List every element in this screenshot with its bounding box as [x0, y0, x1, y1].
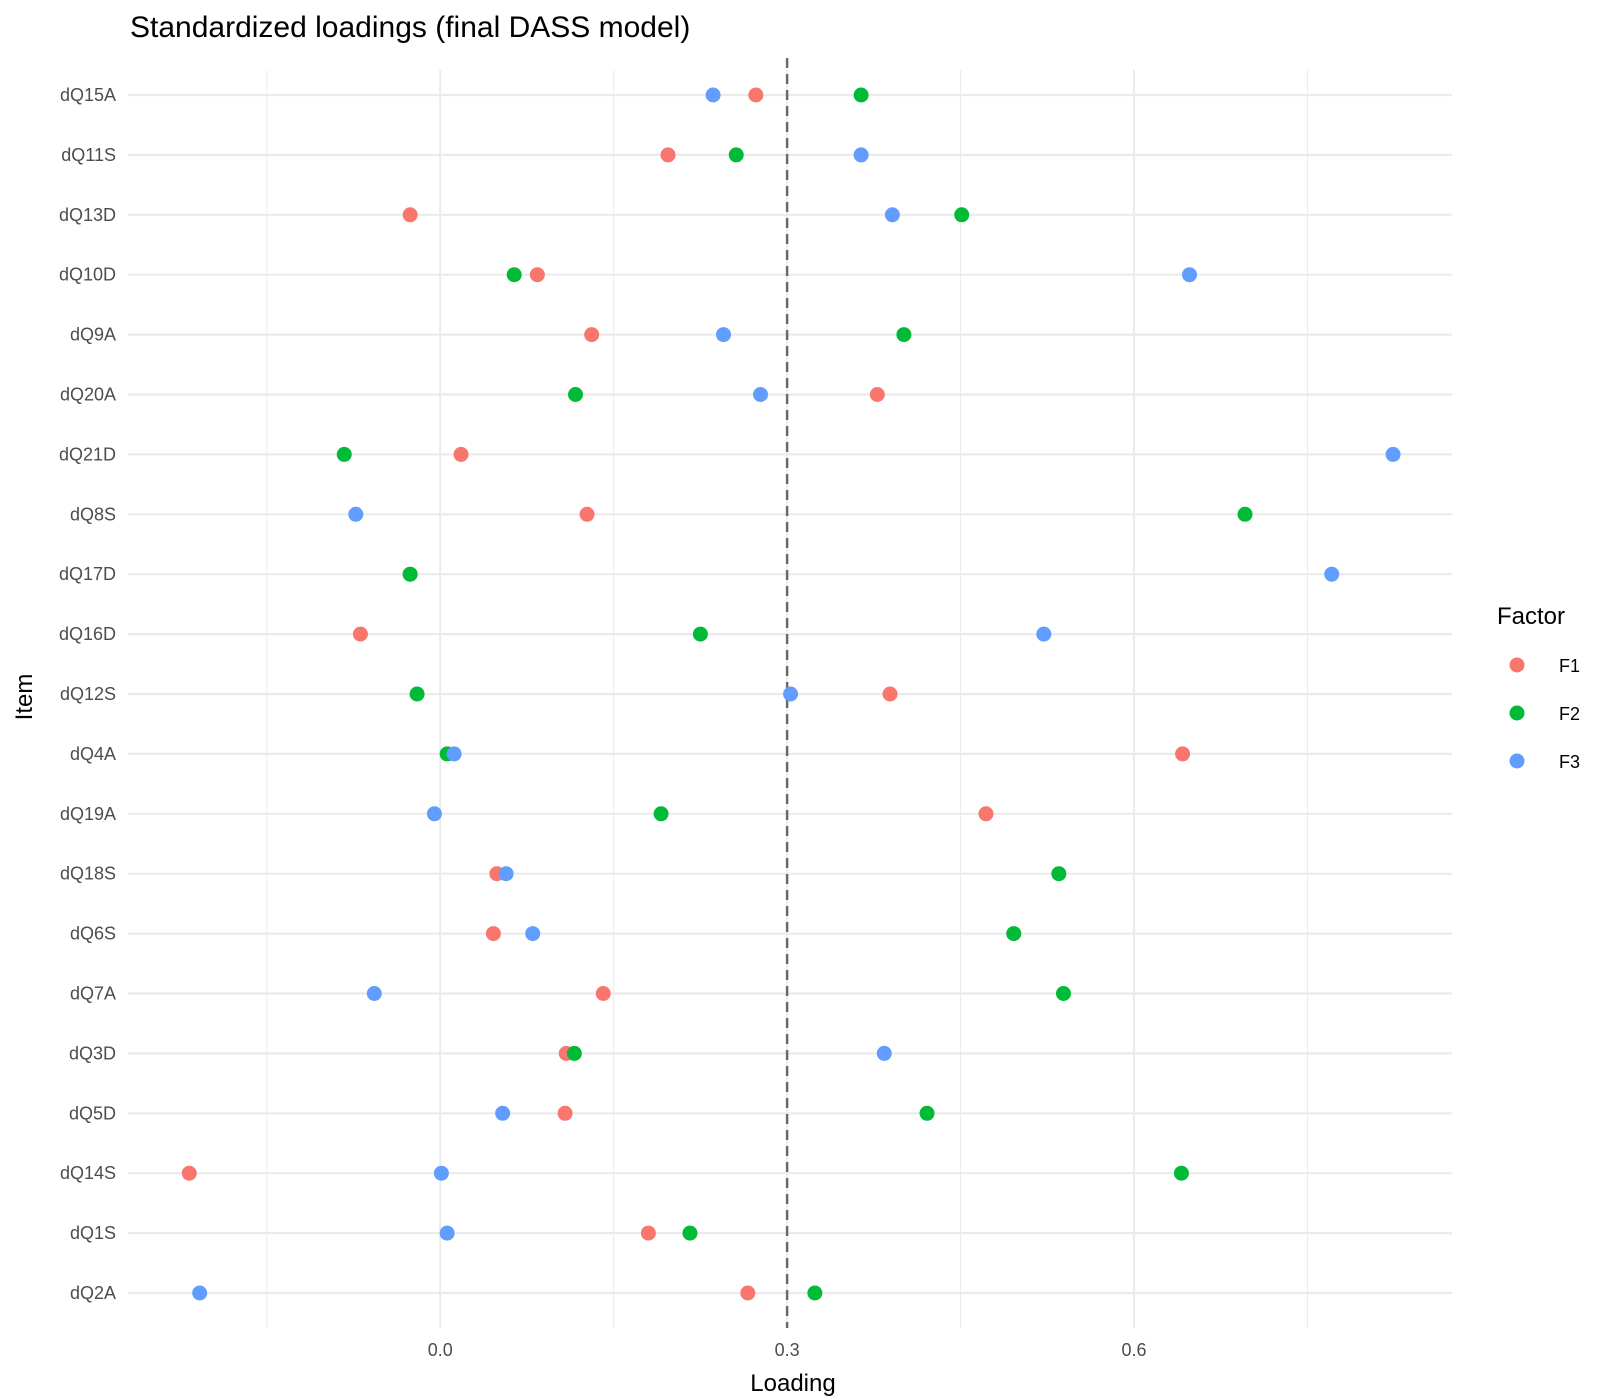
point-f2 [336, 446, 352, 462]
point-f1 [352, 626, 368, 642]
legend: Factor F1 F2 F3 [1497, 603, 1580, 772]
point-f2 [402, 566, 418, 582]
point-f3 [884, 207, 900, 223]
legend-title: Factor [1497, 603, 1565, 630]
point-f2 [1237, 506, 1253, 522]
y-tick-label: dQ1S [70, 1223, 116, 1243]
point-f1 [595, 986, 611, 1001]
point-f3 [426, 806, 442, 822]
point-f3 [439, 1225, 455, 1241]
point-f2 [1173, 1165, 1189, 1181]
y-tick-label: dQ13D [59, 205, 116, 225]
point-f2 [566, 1045, 582, 1061]
y-tick-label: dQ14S [60, 1163, 116, 1183]
point-f2 [568, 387, 584, 402]
legend-label: F2 [1559, 704, 1580, 724]
point-f3 [853, 147, 869, 163]
y-tick-label: dQ4A [70, 744, 116, 764]
y-tick-label: dQ10D [59, 265, 116, 285]
point-f3 [348, 506, 364, 522]
y-tick-label: dQ19A [60, 804, 116, 824]
point-f3 [1324, 566, 1340, 582]
point-f1 [740, 1285, 756, 1301]
point-f3 [705, 87, 721, 103]
point-f3 [1036, 626, 1052, 642]
point-f1 [453, 446, 469, 462]
point-f1 [660, 147, 676, 163]
point-f3 [876, 1045, 892, 1061]
point-f1 [485, 926, 501, 942]
point-f2 [506, 267, 522, 283]
point-f2 [1051, 866, 1067, 882]
point-f1 [584, 327, 600, 343]
x-tick-label: 0.0 [428, 1340, 453, 1360]
point-f2 [896, 327, 912, 343]
y-tick-label: dQ18S [60, 864, 116, 884]
point-f3 [1385, 446, 1401, 462]
point-f1 [579, 506, 595, 522]
point-f1 [882, 686, 898, 702]
point-f2 [853, 87, 869, 103]
x-tick-label: 0.3 [775, 1340, 800, 1360]
y-tick-label: dQ9A [70, 325, 116, 345]
y-axis-ticks: dQ15A dQ11S dQ13D dQ10D dQ9A dQ20A dQ21D dQ8S dQ… [59, 85, 116, 1303]
point-f3 [446, 746, 462, 762]
chart-title: Standardized loadings (final DASS model) [130, 11, 690, 44]
y-tick-label: dQ3D [69, 1043, 116, 1063]
point-f2 [1055, 986, 1071, 1001]
y-axis-title: Item [11, 674, 38, 721]
y-tick-label: dQ15A [60, 85, 116, 105]
y-tick-label: dQ5D [69, 1103, 116, 1123]
y-tick-label: dQ7A [70, 984, 116, 1004]
point-f3 [498, 866, 514, 882]
point-f2 [1006, 926, 1022, 942]
y-tick-label: dQ11S [61, 145, 116, 165]
point-f1 [181, 1165, 197, 1181]
point-f1 [557, 1105, 573, 1121]
point-f2 [954, 207, 970, 223]
y-tick-label: dQ21D [59, 444, 116, 464]
point-f2 [653, 806, 669, 822]
y-tick-label: dQ8S [70, 504, 116, 524]
point-f3 [783, 686, 799, 702]
x-axis-title: Loading [750, 1370, 835, 1397]
point-f3 [192, 1285, 208, 1301]
point-f3 [753, 387, 769, 402]
x-tick-label: 0.6 [1121, 1340, 1146, 1360]
point-f2 [728, 147, 744, 163]
point-f1 [869, 387, 885, 402]
point-f3 [1182, 267, 1198, 283]
point-f2 [409, 686, 425, 702]
point-f2 [682, 1225, 698, 1241]
point-f1 [640, 1225, 656, 1241]
point-f3 [433, 1165, 449, 1181]
point-f1 [402, 207, 418, 223]
point-f1 [748, 87, 764, 103]
point-f3 [716, 327, 732, 343]
legend-key-f3 [1509, 753, 1525, 769]
point-f3 [495, 1105, 511, 1121]
legend-key-f1 [1509, 657, 1525, 673]
point-f1 [529, 267, 545, 283]
x-axis-ticks: 0.0 0.3 0.6 [428, 1340, 1147, 1360]
y-tick-label: dQ20A [60, 385, 116, 405]
point-f1 [1175, 746, 1191, 762]
legend-key-f2 [1509, 705, 1525, 721]
legend-label: F1 [1559, 656, 1580, 676]
y-tick-label: dQ2A [70, 1283, 116, 1303]
point-f3 [366, 986, 382, 1001]
data-points [181, 87, 1401, 1301]
y-tick-label: dQ12S [60, 684, 116, 704]
point-f3 [525, 926, 541, 942]
y-tick-label: dQ6S [70, 924, 116, 944]
legend-label: F3 [1559, 752, 1580, 772]
point-f1 [978, 806, 994, 822]
point-f2 [807, 1285, 823, 1301]
point-f2 [919, 1105, 935, 1121]
point-f2 [692, 626, 708, 642]
y-tick-label: dQ16D [59, 624, 116, 644]
y-tick-label: dQ17D [59, 564, 116, 584]
